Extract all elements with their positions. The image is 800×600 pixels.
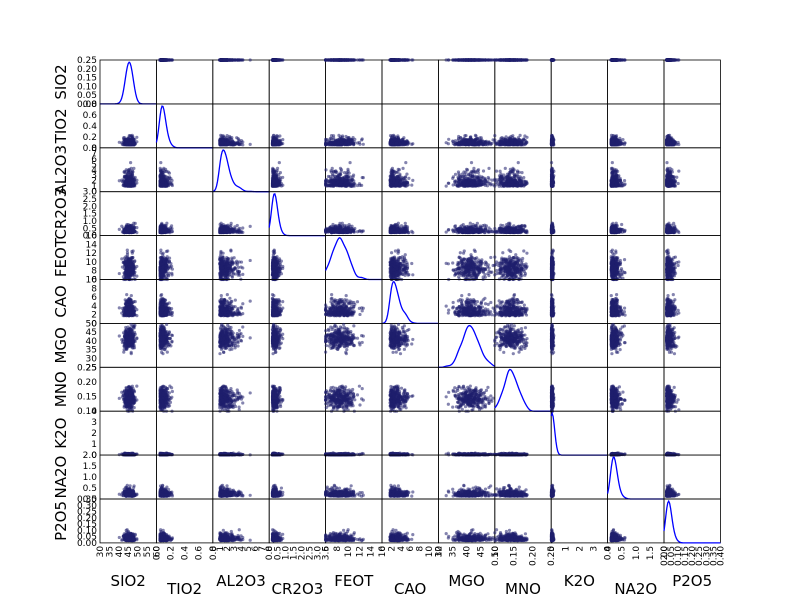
data-point — [159, 58, 162, 61]
data-point — [506, 58, 509, 61]
data-point — [495, 58, 498, 61]
data-point — [471, 58, 474, 61]
kde-curve-sio2 — [100, 62, 156, 104]
data-point — [237, 138, 240, 141]
data-point — [233, 143, 236, 146]
data-point — [459, 58, 462, 61]
data-point — [218, 139, 221, 142]
data-point — [391, 58, 394, 61]
data-point — [281, 138, 284, 141]
data-point — [395, 58, 398, 61]
data-point — [410, 58, 413, 61]
data-point — [122, 141, 125, 144]
data-point — [324, 58, 327, 61]
data-point — [447, 58, 450, 61]
cell-frame-sio2-cao — [382, 60, 438, 104]
data-point — [330, 58, 333, 61]
data-point — [164, 58, 167, 61]
data-point — [351, 58, 354, 61]
data-point — [510, 58, 513, 61]
cell-frame-sio2-na2o — [608, 60, 664, 104]
data-point — [550, 58, 553, 61]
data-point — [218, 58, 221, 61]
data-point — [226, 142, 229, 145]
data-point — [525, 58, 528, 61]
data-point — [271, 143, 274, 146]
data-point — [273, 139, 276, 142]
data-point — [666, 58, 669, 61]
cell-frame-sio2-feot — [326, 60, 382, 104]
data-point — [677, 58, 680, 61]
data-point — [167, 58, 170, 61]
data-point — [249, 143, 252, 146]
data-point — [249, 58, 252, 61]
data-point — [233, 58, 236, 61]
cell-frame-sio2-al2o3 — [213, 60, 269, 104]
data-point — [356, 58, 359, 61]
data-point — [340, 58, 343, 61]
data-point — [227, 58, 230, 61]
data-point — [337, 58, 340, 61]
data-point — [133, 142, 136, 145]
data-point — [347, 58, 350, 61]
data-point — [520, 58, 523, 61]
cell-frame-tio2-tio2 — [156, 104, 212, 148]
data-point — [126, 139, 129, 142]
data-point — [623, 58, 626, 61]
data-point — [362, 143, 365, 146]
data-point — [490, 58, 493, 61]
data-point — [334, 58, 337, 61]
data-point — [238, 143, 241, 146]
cell-frame-sio2-sio2 — [100, 60, 156, 104]
cell-frame-sio2-mno — [495, 60, 551, 104]
data-point — [227, 139, 230, 142]
cell-frame-sio2-tio2 — [156, 60, 212, 104]
data-point — [476, 58, 479, 61]
data-point — [403, 58, 406, 61]
data-point — [361, 137, 364, 140]
cell-frame-sio2-mgo — [438, 60, 494, 104]
cell-frame-sio2-k2o — [551, 60, 607, 104]
data-point — [126, 143, 129, 146]
data-point — [516, 58, 519, 61]
data-point — [616, 58, 619, 61]
data-point — [276, 135, 279, 138]
data-point — [228, 136, 231, 139]
data-point — [612, 58, 615, 61]
cell-frame-sio2-cr2o3 — [269, 60, 325, 104]
cell-frame-sio2-p2o5 — [664, 60, 720, 104]
data-point — [502, 58, 505, 61]
kde-curve-tio2 — [156, 106, 212, 148]
data-point — [462, 58, 465, 61]
data-point — [619, 58, 622, 61]
data-point — [353, 138, 356, 141]
data-point — [238, 58, 241, 61]
data-point — [484, 58, 487, 61]
data-point — [271, 58, 274, 61]
data-point — [453, 58, 456, 61]
data-point — [226, 134, 229, 137]
